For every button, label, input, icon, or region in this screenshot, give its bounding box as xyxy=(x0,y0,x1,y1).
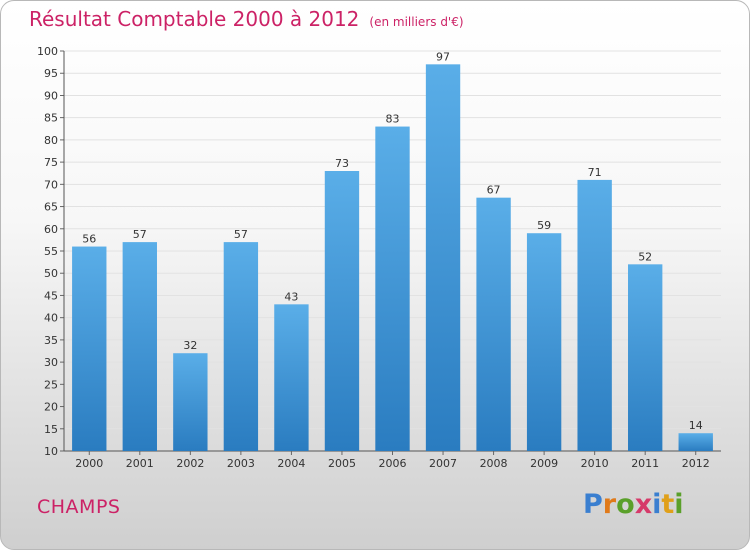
bar-2002 xyxy=(173,353,208,451)
bar-2004 xyxy=(274,304,309,451)
bar-2007 xyxy=(425,64,461,452)
x-tick-label: 2001 xyxy=(126,457,154,470)
logo-letter: i xyxy=(674,489,684,520)
y-tick-label: 45 xyxy=(44,289,58,302)
data-label-2004: 43 xyxy=(284,290,298,303)
data-label-2012: 14 xyxy=(689,419,703,432)
x-tick-label: 2011 xyxy=(631,457,659,470)
logo-letter: o xyxy=(616,489,635,520)
logo-letter: i xyxy=(652,489,662,520)
x-tick-label: 2003 xyxy=(227,457,255,470)
bar-2003 xyxy=(223,242,259,451)
commune-name: CHAMPS xyxy=(37,496,121,518)
x-tick-label: 2012 xyxy=(682,457,710,470)
data-label-2008: 67 xyxy=(487,184,501,197)
labels: 2000 56 2001 57 2002 32 2003 57 2004 43 2005 73 2006… xyxy=(75,50,709,470)
y-tick-label: 80 xyxy=(44,134,58,147)
bar-2009 xyxy=(526,233,562,451)
x-tick-label: 2006 xyxy=(379,457,407,470)
logo-letter: P xyxy=(583,489,603,520)
y-tick-label: 20 xyxy=(44,401,58,414)
y-tick-label: 90 xyxy=(44,89,58,102)
y-tick-label: 15 xyxy=(44,423,58,436)
y-tick-label: 10 xyxy=(44,445,58,458)
y-tick-label: 40 xyxy=(44,312,58,325)
y-tick-label: 50 xyxy=(44,267,58,280)
y-tick-label: 65 xyxy=(44,201,58,214)
bars xyxy=(72,64,713,452)
title-line: Résultat Comptable 2000 à 2012 (en millie… xyxy=(29,7,464,31)
bar-2006 xyxy=(375,126,410,452)
x-tick-label: 2000 xyxy=(75,457,103,470)
y-tick-label: 95 xyxy=(44,67,58,80)
bar-2012 xyxy=(678,433,713,451)
data-label-2002: 32 xyxy=(183,339,197,352)
logo-letter: x xyxy=(634,489,653,520)
data-label-2001: 57 xyxy=(133,228,147,241)
y-tick-label: 100 xyxy=(37,45,58,58)
axes: 10 15 20 25 30 35 40 45 50 55 60 65 70 75 80 85 90 95 100 xyxy=(37,45,721,458)
y-tick-label: 35 xyxy=(44,334,58,347)
x-tick-label: 2007 xyxy=(429,457,457,470)
chart-title: Résultat Comptable 2000 à 2012 xyxy=(29,7,360,31)
y-tick-label: 75 xyxy=(44,156,58,169)
y-tick-label: 25 xyxy=(44,378,58,391)
data-label-2010: 71 xyxy=(588,166,602,179)
bar-2008 xyxy=(476,197,511,451)
x-tick-label: 2005 xyxy=(328,457,356,470)
y-tick-label: 55 xyxy=(44,245,58,258)
x-tick-label: 2009 xyxy=(530,457,558,470)
x-tick-label: 2010 xyxy=(581,457,609,470)
chart-subtitle: (en milliers d'€) xyxy=(369,15,464,29)
logo-letter: r xyxy=(602,489,617,520)
x-tick-label: 2002 xyxy=(176,457,204,470)
bar-2001 xyxy=(122,242,157,451)
data-label-2007: 97 xyxy=(436,50,450,63)
bar-2011 xyxy=(628,264,663,451)
y-tick-label: 60 xyxy=(44,223,58,236)
data-label-2009: 59 xyxy=(537,219,551,232)
data-label-2000: 56 xyxy=(82,233,96,246)
x-tick-label: 2008 xyxy=(480,457,508,470)
data-label-2011: 52 xyxy=(638,250,652,263)
y-tick-label: 30 xyxy=(44,356,58,369)
proxiti-logo: Proxiti xyxy=(583,489,684,520)
data-label-2005: 73 xyxy=(335,157,349,170)
bar-2005 xyxy=(324,171,360,451)
data-label-2003: 57 xyxy=(234,228,248,241)
x-tick-label: 2004 xyxy=(277,457,305,470)
bar-2000 xyxy=(72,246,107,451)
bar-2010 xyxy=(577,179,612,451)
data-label-2006: 83 xyxy=(386,113,400,126)
y-tick-label: 70 xyxy=(44,178,58,191)
logo-letter: t xyxy=(661,489,675,520)
y-tick-label: 85 xyxy=(44,112,58,125)
